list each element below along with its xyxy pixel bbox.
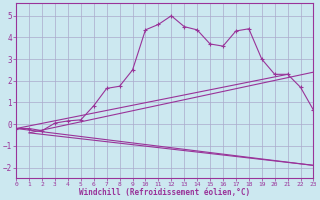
X-axis label: Windchill (Refroidissement éolien,°C): Windchill (Refroidissement éolien,°C)	[79, 188, 250, 197]
